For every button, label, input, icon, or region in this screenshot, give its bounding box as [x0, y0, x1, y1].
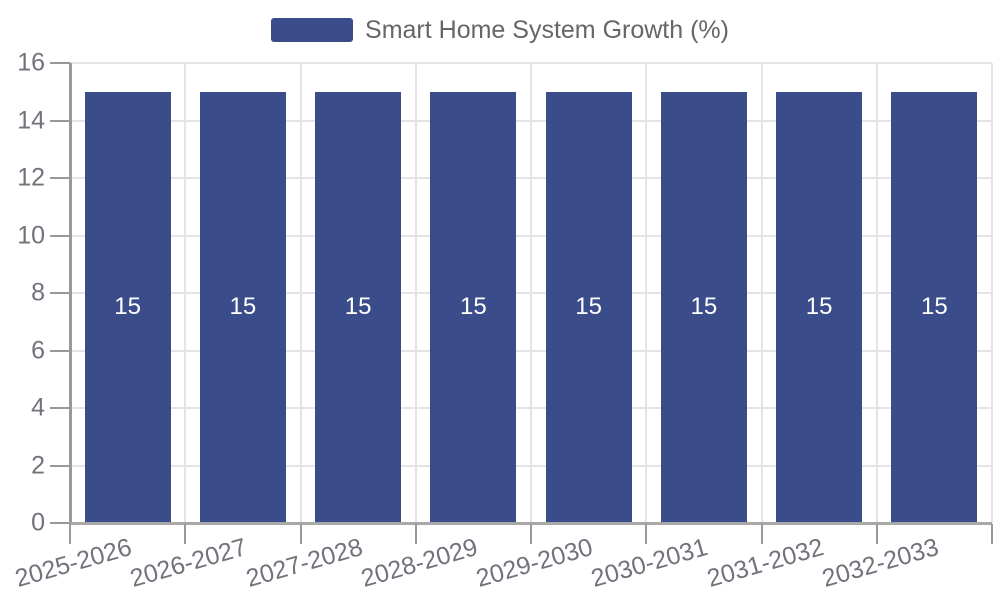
y-tick-label: 4: [31, 393, 45, 422]
y-axis-tick: [50, 464, 70, 467]
x-axis-tick: [645, 524, 648, 544]
x-axis-tick: [299, 524, 302, 544]
x-tick-label: 2027-2028: [242, 533, 366, 593]
y-axis-tick: [50, 62, 70, 64]
bar-value-label: 15: [344, 293, 372, 321]
legend-label: Smart Home System Growth (%): [365, 15, 729, 44]
legend-item[interactable]: Smart Home System Growth (%): [271, 15, 729, 44]
y-tick-label: 10: [17, 221, 45, 249]
gridline-vertical: [875, 63, 878, 523]
x-tick-label: 2026-2027: [127, 533, 251, 593]
gridline-vertical: [760, 63, 763, 523]
bar-value-label: 15: [575, 293, 602, 321]
y-axis-tick: [50, 292, 70, 294]
bar: [891, 91, 978, 523]
y-tick-label: 0: [31, 508, 45, 537]
bar-value-label: 15: [805, 293, 833, 321]
x-axis-line: [70, 522, 992, 525]
x-axis-tick: [69, 524, 71, 544]
x-tick-label: 2025-2026: [12, 533, 135, 593]
bar: [315, 91, 402, 523]
y-tick-label: 6: [31, 336, 45, 364]
x-tick-label: 2029-2030: [473, 533, 596, 593]
y-tick-label: 2: [31, 451, 45, 479]
y-axis-line: [69, 63, 72, 524]
x-tick-label: 2030-2031: [588, 533, 712, 593]
y-tick-label: 12: [17, 163, 45, 192]
x-tick-label: 2028-2029: [357, 533, 481, 593]
bar-value-label: 15: [921, 293, 948, 321]
bar-value-label: 15: [229, 293, 257, 321]
y-tick-label: 16: [17, 48, 45, 77]
x-axis-tick: [991, 524, 993, 544]
gridline-vertical: [184, 63, 187, 523]
y-axis-tick: [50, 177, 70, 179]
y-tick-label: 14: [17, 106, 45, 134]
bar-value-label: 15: [114, 293, 141, 321]
gridline-vertical: [991, 63, 993, 523]
legend-swatch: [271, 18, 354, 42]
gridline-vertical: [414, 63, 417, 523]
x-axis-tick: [414, 524, 417, 544]
y-axis-tick: [50, 522, 70, 524]
gridline-vertical: [299, 63, 302, 523]
y-tick-label: 8: [31, 278, 45, 307]
gridline-vertical: [530, 63, 532, 523]
y-axis-tick: [50, 407, 70, 409]
y-axis-tick: [50, 234, 70, 237]
x-tick-label: 2032-2033: [818, 533, 942, 593]
bar: [199, 91, 286, 523]
legend: Smart Home System Growth (%): [0, 8, 1000, 52]
bar: [84, 91, 171, 523]
x-axis-tick: [875, 524, 878, 544]
gridline-vertical: [645, 63, 648, 523]
bar-value-label: 15: [460, 293, 487, 321]
bar-value-label: 15: [690, 293, 718, 321]
bar: [430, 91, 517, 523]
x-axis-tick: [184, 524, 187, 544]
x-axis-tick: [760, 524, 763, 544]
y-axis-tick: [50, 349, 70, 352]
x-axis-tick: [530, 524, 532, 544]
bar: [545, 91, 632, 523]
y-axis-tick: [50, 119, 70, 122]
bar: [776, 91, 863, 523]
x-tick-label: 2031-2032: [703, 533, 827, 593]
bar: [660, 91, 747, 523]
